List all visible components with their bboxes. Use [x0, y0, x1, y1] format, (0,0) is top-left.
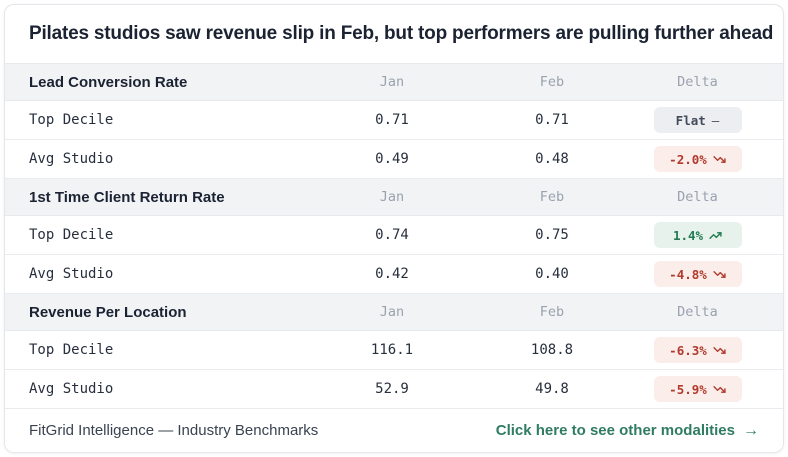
delta-badge: -6.3% [653, 337, 742, 363]
trending-down-icon [713, 346, 726, 354]
feb-value: 0.48 [535, 151, 569, 167]
other-modalities-link[interactable]: Click here to see other modalities → [495, 421, 759, 440]
section-header-lead-conversion-rate: Lead Conversion Rate Jan Feb Delta [5, 64, 783, 101]
jan-value: 52.9 [375, 381, 409, 397]
delta-badge: -4.8% [653, 261, 742, 287]
section-title: Revenue Per Location [29, 303, 187, 321]
column-header-feb: Feb [539, 189, 565, 205]
column-header-delta: Delta [677, 189, 718, 205]
jan-value: 0.74 [375, 227, 409, 243]
jan-value: 116.1 [370, 342, 414, 358]
feb-value: 0.71 [535, 112, 569, 128]
delta-badge: -5.9% [653, 376, 742, 402]
column-header-jan: Jan [379, 74, 405, 90]
metric-label: Top Decile [29, 342, 114, 358]
table-row: Avg Studio 0.49 0.48 -2.0% [5, 140, 783, 179]
card-footer: FitGrid Intelligence — Industry Benchmar… [5, 409, 783, 452]
table-row: Top Decile 0.74 0.75 1.4% [5, 216, 783, 255]
feb-value: 49.8 [535, 381, 569, 397]
table-row: Top Decile 0.71 0.71 Flat — [5, 101, 783, 140]
feb-value: 0.75 [535, 227, 569, 243]
metric-label: Top Decile [29, 112, 114, 128]
column-header-feb: Feb [539, 304, 565, 320]
feb-value: 108.8 [530, 342, 574, 358]
column-header-feb: Feb [539, 74, 565, 90]
table-row: Top Decile 116.1 108.8 -6.3% [5, 331, 783, 370]
metric-label: Avg Studio [29, 151, 114, 167]
card-title-link[interactable]: Pilates studios saw revenue slip in Feb,… [5, 5, 783, 64]
flat-dash-icon: — [711, 112, 720, 128]
table-row: Avg Studio 52.9 49.8 -5.9% [5, 370, 783, 409]
delta-badge: -2.0% [653, 146, 742, 172]
section-title: Lead Conversion Rate [29, 73, 188, 91]
column-header-jan: Jan [379, 304, 405, 320]
arrow-right-icon: → [743, 421, 759, 439]
section-header-first-time-client-return-rate: 1st Time Client Return Rate Jan Feb Delt… [5, 179, 783, 216]
jan-value: 0.42 [375, 266, 409, 282]
metric-label: Avg Studio [29, 266, 114, 282]
delta-badge: 1.4% [653, 222, 742, 248]
section-header-revenue-per-location: Revenue Per Location Jan Feb Delta [5, 294, 783, 331]
column-header-delta: Delta [677, 304, 718, 320]
feb-value: 0.40 [535, 266, 569, 282]
column-header-jan: Jan [379, 189, 405, 205]
footer-source-label: FitGrid Intelligence — Industry Benchmar… [29, 422, 319, 439]
trending-down-icon [713, 155, 726, 163]
page-title: Pilates studios saw revenue slip in Feb,… [29, 23, 774, 44]
trending-up-icon [709, 231, 722, 239]
table-row: Avg Studio 0.42 0.40 -4.8% [5, 255, 783, 294]
section-title: 1st Time Client Return Rate [29, 188, 225, 206]
trending-down-icon [713, 385, 726, 393]
jan-value: 0.71 [375, 112, 409, 128]
metric-label: Top Decile [29, 227, 114, 243]
arrow-right-icon: → [783, 23, 784, 45]
delta-badge: Flat — [653, 107, 742, 133]
column-header-delta: Delta [677, 74, 718, 90]
metric-label: Avg Studio [29, 381, 114, 397]
benchmarks-card: Pilates studios saw revenue slip in Feb,… [4, 4, 784, 453]
trending-down-icon [713, 270, 726, 278]
jan-value: 0.49 [375, 151, 409, 167]
